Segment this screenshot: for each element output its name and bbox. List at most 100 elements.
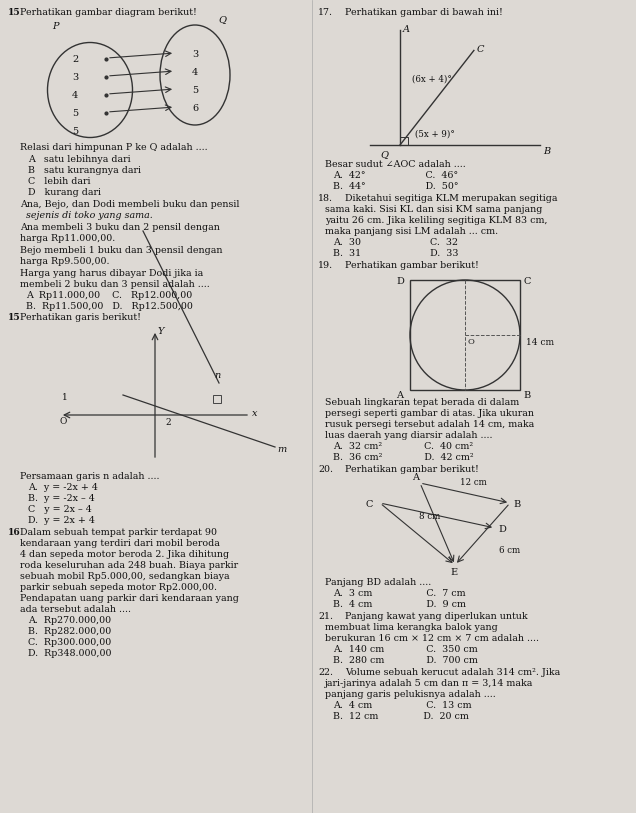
Text: (6x + 4)°: (6x + 4)°: [412, 75, 452, 84]
Text: m: m: [277, 445, 286, 454]
Text: C: C: [523, 277, 530, 286]
Text: membeli 2 buku dan 3 pensil adalah ....: membeli 2 buku dan 3 pensil adalah ....: [20, 280, 210, 289]
Text: 15: 15: [8, 8, 20, 17]
Bar: [213, 395, 221, 403]
Text: B.  280 cm              D.  700 cm: B. 280 cm D. 700 cm: [333, 656, 478, 665]
Text: A.  32 cm²              C.  40 cm²: A. 32 cm² C. 40 cm²: [333, 442, 473, 451]
Text: persegi seperti gambar di atas. Jika ukuran: persegi seperti gambar di atas. Jika uku…: [325, 409, 534, 418]
Text: harga Rp9.500,00.: harga Rp9.500,00.: [20, 257, 109, 266]
Text: berukuran 16 cm × 12 cm × 7 cm adalah ....: berukuran 16 cm × 12 cm × 7 cm adalah ..…: [325, 634, 539, 643]
Text: Ana, Bejo, dan Dodi membeli buku dan pensil: Ana, Bejo, dan Dodi membeli buku dan pen…: [20, 200, 240, 209]
Text: 2: 2: [165, 418, 170, 427]
Text: A.  30                       C.  32: A. 30 C. 32: [333, 238, 458, 247]
Text: Perhatikan gambar berikut!: Perhatikan gambar berikut!: [345, 261, 479, 270]
Text: Relasi dari himpunan P ke Q adalah ....: Relasi dari himpunan P ke Q adalah ....: [20, 143, 207, 152]
Text: Ana membeli 3 buku dan 2 pensil dengan: Ana membeli 3 buku dan 2 pensil dengan: [20, 223, 220, 232]
Text: Sebuah lingkaran tepat berada di dalam: Sebuah lingkaran tepat berada di dalam: [325, 398, 519, 407]
Text: Pendapatan uang parkir dari kendaraan yang: Pendapatan uang parkir dari kendaraan ya…: [20, 594, 239, 603]
Text: D   kurang dari: D kurang dari: [28, 188, 101, 197]
Text: D.  Rp348.000,00: D. Rp348.000,00: [28, 649, 111, 658]
Text: A.  42°                    C.  46°: A. 42° C. 46°: [333, 171, 458, 180]
Text: 6 cm: 6 cm: [499, 546, 520, 555]
Text: Besar sudut ∠AOC adalah ....: Besar sudut ∠AOC adalah ....: [325, 160, 466, 169]
Text: kendaraan yang terdiri dari mobil beroda: kendaraan yang terdiri dari mobil beroda: [20, 539, 220, 548]
Text: D: D: [396, 277, 404, 286]
Text: sama kaki. Sisi KL dan sisi KM sama panjang: sama kaki. Sisi KL dan sisi KM sama panj…: [325, 205, 543, 214]
Text: Y: Y: [158, 327, 165, 336]
Text: Persamaan garis n adalah ....: Persamaan garis n adalah ....: [20, 472, 160, 481]
Text: A  Rp11.000,00    C.   Rp12.000,00: A Rp11.000,00 C. Rp12.000,00: [26, 291, 192, 300]
Text: A.  140 cm              C.  350 cm: A. 140 cm C. 350 cm: [333, 645, 478, 654]
Text: A.  4 cm                  C.  13 cm: A. 4 cm C. 13 cm: [333, 701, 472, 710]
Text: roda keseluruhan ada 248 buah. Biaya parkir: roda keseluruhan ada 248 buah. Biaya par…: [20, 561, 238, 570]
Text: 20.: 20.: [318, 465, 333, 474]
Text: 6: 6: [192, 104, 198, 113]
Text: B.  4 cm                  D.  9 cm: B. 4 cm D. 9 cm: [333, 600, 466, 609]
Text: 5: 5: [72, 127, 78, 136]
Text: parkir sebuah sepeda motor Rp2.000,00.: parkir sebuah sepeda motor Rp2.000,00.: [20, 583, 217, 592]
Text: C: C: [477, 46, 485, 54]
Text: rusuk persegi tersebut adalah 14 cm, maka: rusuk persegi tersebut adalah 14 cm, mak…: [325, 420, 534, 429]
Text: Harga yang harus dibayar Dodi jika ia: Harga yang harus dibayar Dodi jika ia: [20, 269, 204, 278]
Text: Dalam sebuah tempat parkir terdapat 90: Dalam sebuah tempat parkir terdapat 90: [20, 528, 217, 537]
Text: 12 cm: 12 cm: [460, 478, 487, 487]
Text: 3: 3: [192, 50, 198, 59]
Text: C   y = 2x – 4: C y = 2x – 4: [28, 505, 92, 514]
Text: B.  Rp11.500,00   D.   Rp12.500,00: B. Rp11.500,00 D. Rp12.500,00: [26, 302, 193, 311]
Text: B.  31                       D.  33: B. 31 D. 33: [333, 249, 459, 258]
Bar: [400, 137, 408, 145]
Text: B: B: [543, 147, 550, 156]
Text: 17.: 17.: [318, 8, 333, 17]
Text: 5: 5: [72, 109, 78, 118]
Text: Perhatikan gambar berikut!: Perhatikan gambar berikut!: [345, 465, 479, 474]
Text: 14 cm: 14 cm: [526, 338, 554, 347]
Text: D.  y = 2x + 4: D. y = 2x + 4: [28, 516, 95, 525]
Text: A.  3 cm                  C.  7 cm: A. 3 cm C. 7 cm: [333, 589, 466, 598]
Text: 19.: 19.: [318, 261, 333, 270]
Text: 21.: 21.: [318, 612, 333, 621]
Text: C   lebih dari: C lebih dari: [28, 177, 90, 186]
Text: O: O: [60, 417, 67, 426]
Text: 22.: 22.: [318, 668, 333, 677]
Text: Volume sebuah kerucut adalah 314 cm². Jika: Volume sebuah kerucut adalah 314 cm². Ji…: [345, 668, 560, 677]
Text: A   satu lebihnya dari: A satu lebihnya dari: [28, 155, 130, 164]
Text: B: B: [513, 500, 520, 509]
Text: B: B: [523, 391, 530, 400]
Text: A: A: [412, 473, 419, 482]
Text: B.  12 cm               D.  20 cm: B. 12 cm D. 20 cm: [333, 712, 469, 721]
Text: Panjang kawat yang diperlukan untuk: Panjang kawat yang diperlukan untuk: [345, 612, 528, 621]
Text: B.  36 cm²              D.  42 cm²: B. 36 cm² D. 42 cm²: [333, 453, 474, 462]
Text: B.  Rp282.000,00: B. Rp282.000,00: [28, 627, 111, 636]
Text: 15: 15: [8, 313, 20, 322]
Text: 4: 4: [192, 68, 198, 77]
Text: 2: 2: [72, 55, 78, 64]
Text: 3: 3: [72, 73, 78, 82]
Text: Perhatikan garis berikut!: Perhatikan garis berikut!: [20, 313, 141, 322]
Text: x: x: [252, 409, 258, 418]
Text: 8 cm: 8 cm: [419, 512, 440, 521]
Text: A.  y = -2x + 4: A. y = -2x + 4: [28, 483, 98, 492]
Text: A: A: [396, 391, 403, 400]
Text: B   satu kurangnya dari: B satu kurangnya dari: [28, 166, 141, 175]
Text: Perhatikan gambar diagram berikut!: Perhatikan gambar diagram berikut!: [20, 8, 197, 17]
Text: panjang garis pelukisnya adalah ....: panjang garis pelukisnya adalah ....: [325, 690, 495, 699]
Text: (5x + 9)°: (5x + 9)°: [415, 130, 455, 139]
Text: 1: 1: [62, 393, 68, 402]
Text: maka panjang sisi LM adalah ... cm.: maka panjang sisi LM adalah ... cm.: [325, 227, 498, 236]
Text: Q: Q: [380, 150, 388, 159]
Text: harga Rp11.000,00.: harga Rp11.000,00.: [20, 234, 115, 243]
Text: n: n: [214, 371, 220, 380]
Text: C: C: [366, 500, 373, 509]
Text: sejenis di toko yang sama.: sejenis di toko yang sama.: [26, 211, 153, 220]
Text: A.  Rp270.000,00: A. Rp270.000,00: [28, 616, 111, 625]
Text: E: E: [450, 568, 457, 577]
Text: ada tersebut adalah ....: ada tersebut adalah ....: [20, 605, 131, 614]
Text: luas daerah yang diarsir adalah ....: luas daerah yang diarsir adalah ....: [325, 431, 492, 440]
Text: 4: 4: [72, 91, 78, 100]
Text: Perhatikan gambar di bawah ini!: Perhatikan gambar di bawah ini!: [345, 8, 503, 17]
Text: B.  44°                    D.  50°: B. 44° D. 50°: [333, 182, 459, 191]
Text: membuat lima kerangka balok yang: membuat lima kerangka balok yang: [325, 623, 498, 632]
Text: 18.: 18.: [318, 194, 333, 203]
Text: Panjang BD adalah ....: Panjang BD adalah ....: [325, 578, 431, 587]
Text: sebuah mobil Rp5.000,00, sedangkan biaya: sebuah mobil Rp5.000,00, sedangkan biaya: [20, 572, 230, 581]
